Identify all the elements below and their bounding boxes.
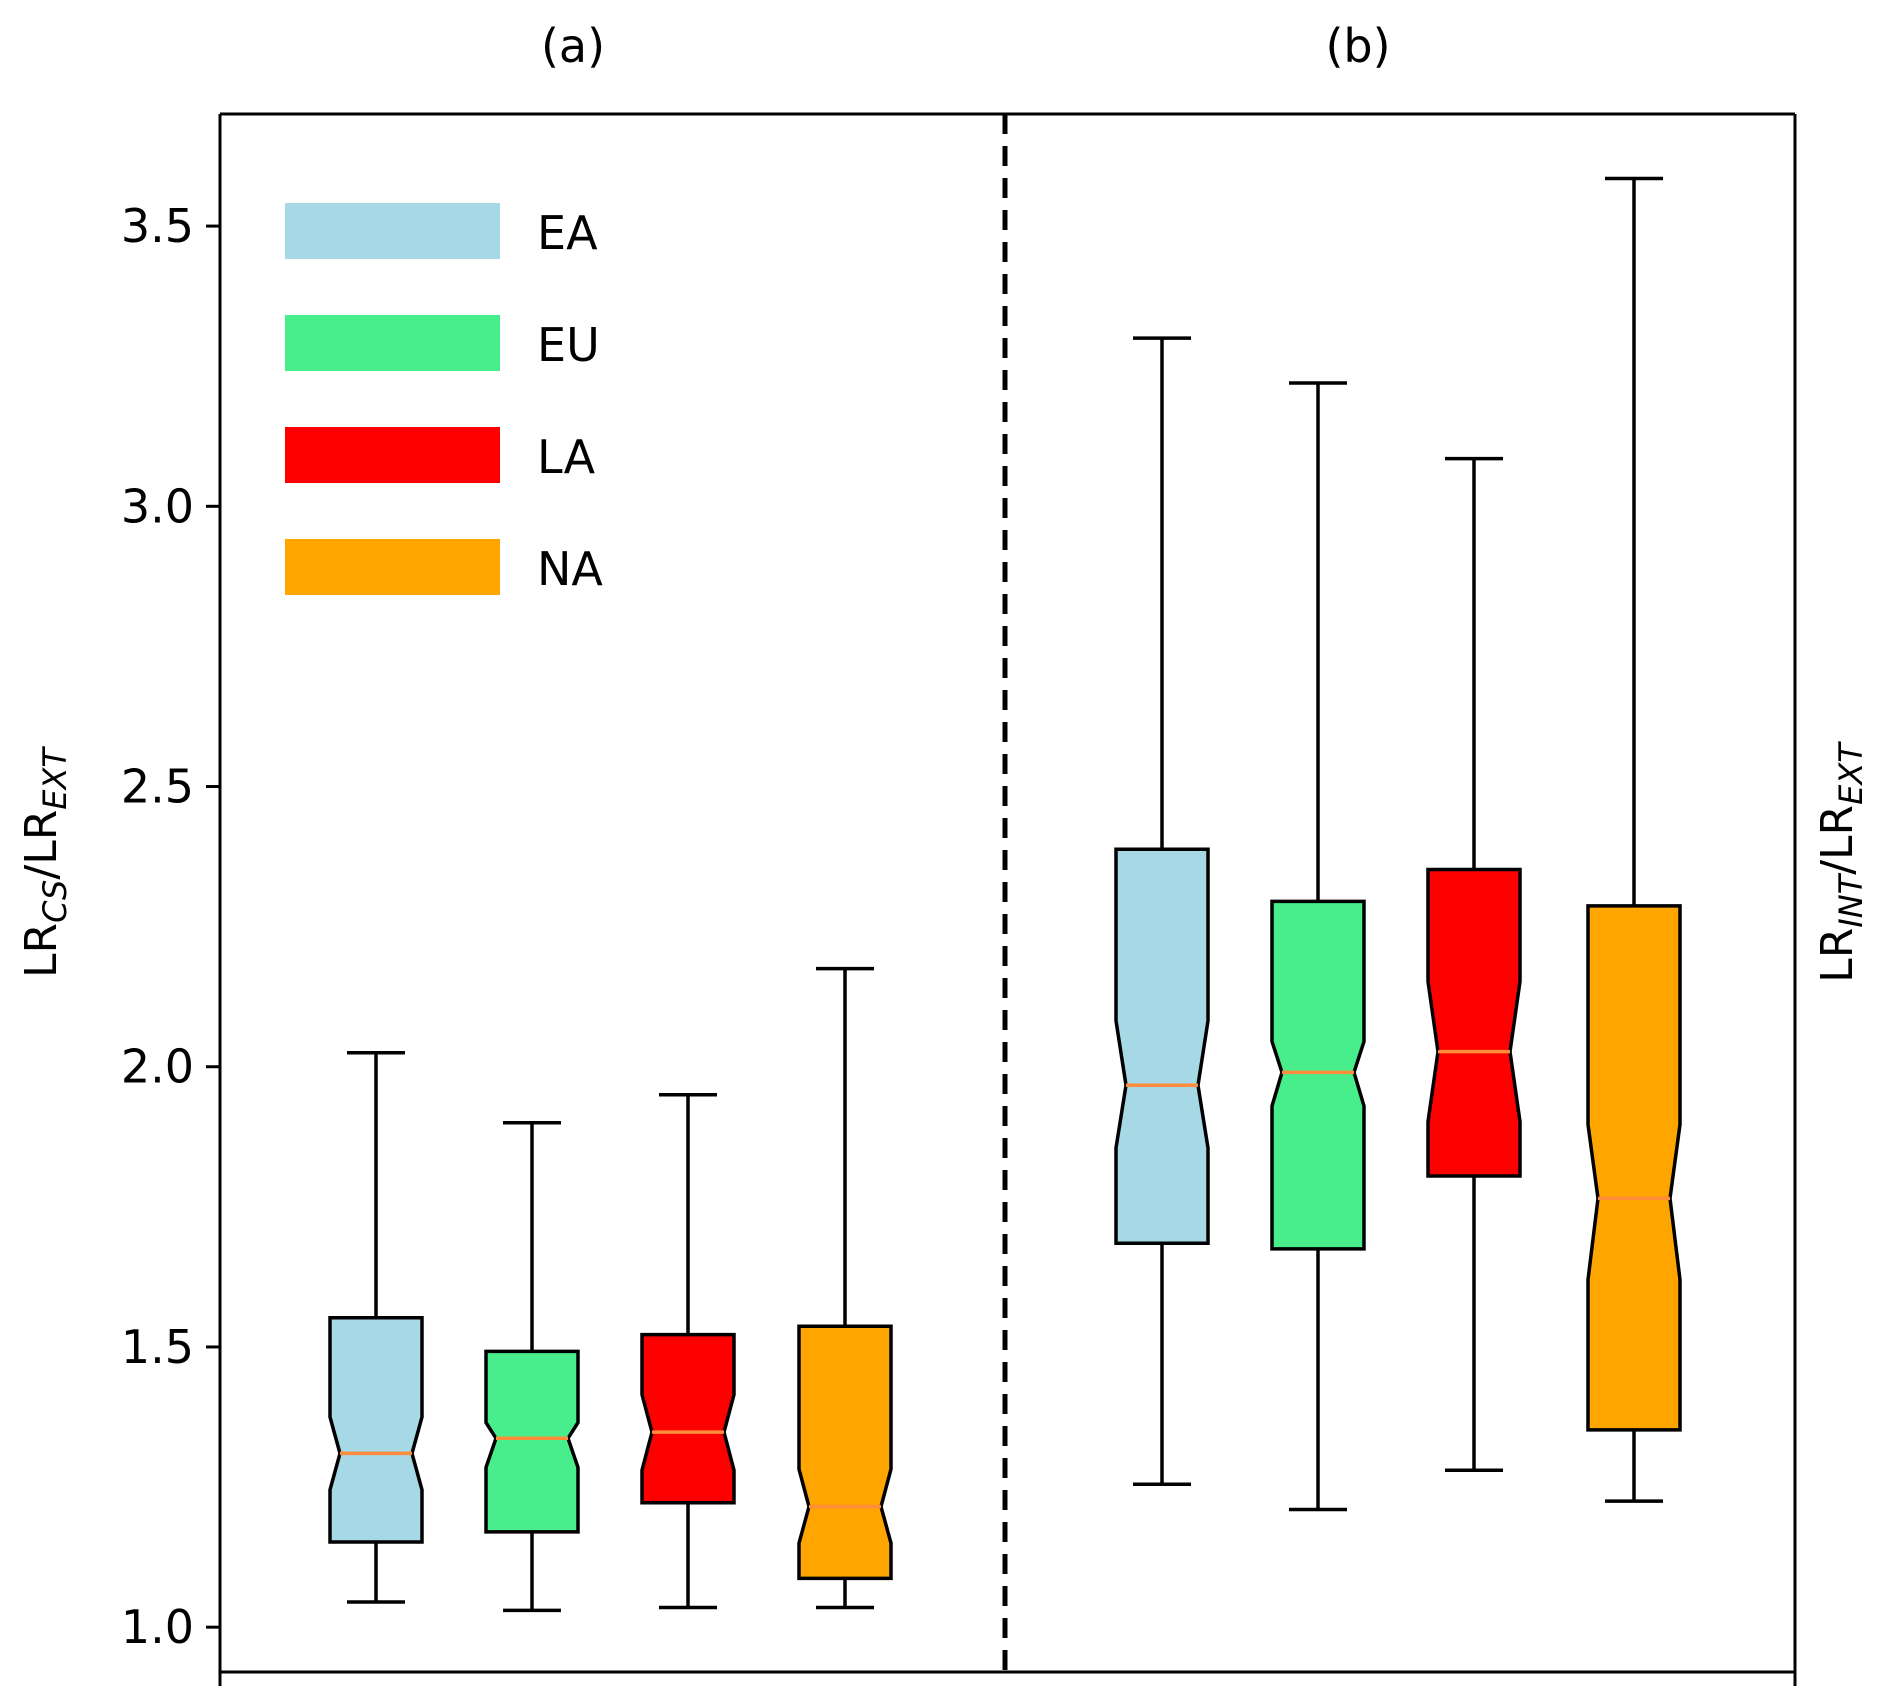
panel-label-a: (a) bbox=[541, 19, 605, 73]
ylabel-right-sub2: EXT bbox=[1832, 741, 1870, 805]
box-body bbox=[328, 1316, 424, 1544]
ylabel-right-sub: INT bbox=[1832, 872, 1870, 927]
y-tick-label: 1.5 bbox=[121, 1320, 194, 1374]
y-tick-label: 2.0 bbox=[121, 1040, 194, 1094]
y-axis-labels: LRCS/LREXT LRINT/LREXT bbox=[16, 741, 1870, 983]
box-body bbox=[797, 1324, 893, 1581]
legend-swatch bbox=[285, 203, 500, 259]
box-b-ea bbox=[1114, 336, 1210, 1487]
y-axis-label-left: LRCS/LREXT bbox=[16, 746, 74, 978]
y-axis: 1.0 1.5 2.0 2.5 3.0 3.5 bbox=[121, 199, 220, 1654]
box-body bbox=[640, 1332, 736, 1505]
y-tick-label: 1.0 bbox=[121, 1600, 194, 1654]
panel-label-b: (b) bbox=[1325, 19, 1390, 73]
box-body bbox=[1114, 847, 1210, 1246]
ylabel-left-sub: CS bbox=[36, 880, 74, 923]
legend-label: LA bbox=[537, 430, 596, 484]
y-tick-label: 3.5 bbox=[121, 199, 194, 253]
legend-item-eu: EU bbox=[285, 315, 600, 372]
y-tick-label: 2.5 bbox=[121, 760, 194, 814]
legend-label: EU bbox=[537, 318, 600, 372]
box-body bbox=[484, 1349, 580, 1534]
panel-labels: (a) (b) bbox=[541, 19, 1391, 73]
box-b-na bbox=[1586, 176, 1682, 1503]
ylabel-left-main: LR bbox=[16, 923, 67, 978]
plot-frame bbox=[218, 112, 1797, 1686]
box-body bbox=[1270, 899, 1366, 1251]
box-body bbox=[1426, 867, 1522, 1178]
box-b-la bbox=[1426, 456, 1522, 1472]
legend-item-la: LA bbox=[285, 427, 596, 484]
y-tick-label: 3.0 bbox=[121, 479, 194, 533]
legend-label: EA bbox=[537, 206, 598, 260]
legend-swatch bbox=[285, 539, 500, 595]
box-body bbox=[1586, 904, 1682, 1432]
ylabel-left-sub2: EXT bbox=[36, 746, 74, 810]
legend-swatch bbox=[285, 315, 500, 371]
box-a-eu bbox=[484, 1121, 580, 1613]
ylabel-right-tail: /LR bbox=[1812, 805, 1863, 875]
box-b-eu bbox=[1270, 381, 1366, 1512]
box-a-na bbox=[797, 966, 893, 1610]
legend-label: NA bbox=[537, 542, 603, 596]
box-a-la bbox=[640, 1093, 736, 1610]
ylabel-left-tail: /LR bbox=[16, 810, 67, 880]
box-a-ea bbox=[328, 1050, 424, 1604]
legend-item-ea: EA bbox=[285, 203, 598, 260]
y-axis-label-right: LRINT/LREXT bbox=[1812, 741, 1870, 983]
ylabel-right-main: LR bbox=[1812, 928, 1863, 983]
box-series bbox=[328, 176, 1682, 1613]
legend: EA EU LA NA bbox=[285, 203, 603, 596]
legend-swatch bbox=[285, 427, 500, 483]
legend-item-na: NA bbox=[285, 539, 603, 596]
